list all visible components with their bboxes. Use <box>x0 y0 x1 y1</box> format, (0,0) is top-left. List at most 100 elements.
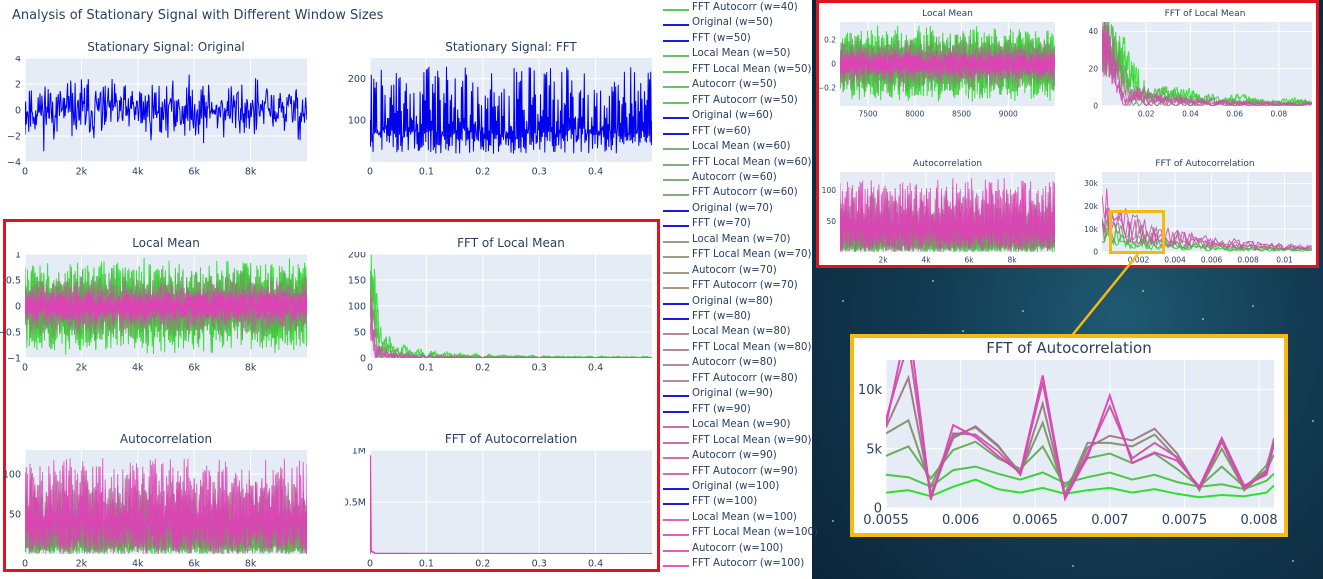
legend-item[interactable]: Original (w=90) <box>660 388 812 403</box>
plot-area <box>886 360 1274 502</box>
plot-area <box>840 25 1055 102</box>
legend-item[interactable]: Local Mean (w=100) <box>660 512 812 527</box>
x-tick-label: 0 <box>22 559 28 570</box>
zoom-connector <box>1069 253 1139 339</box>
x-tick-label: 0.01 <box>1276 256 1293 265</box>
legend-item[interactable]: Original (w=100) <box>660 481 812 496</box>
series-window-50 <box>886 465 1274 491</box>
legend-swatch <box>663 163 689 166</box>
legend-item[interactable]: FFT Local Mean (w=70) <box>660 249 812 264</box>
legend-item[interactable]: Local Mean (w=60) <box>660 141 812 156</box>
subplot-title-original: Stationary Signal: Original <box>87 40 245 54</box>
legend-item[interactable]: Local Mean (w=50) <box>660 48 812 63</box>
y-tick-label: −0.2 <box>818 84 836 93</box>
y-tick-label: 0 <box>15 105 21 116</box>
x-tick-label: 2k <box>878 256 888 265</box>
plot-area <box>370 254 652 358</box>
x-tick-label: 2k <box>76 363 88 374</box>
chart-local-mean: 0 2k 4k 6k 8k −1 −0.5 0 0.5 1 <box>0 252 307 374</box>
legend-label: Autocorr (w=70) <box>692 264 777 276</box>
subplot-title-autocorrelation: Autocorrelation <box>119 432 213 446</box>
legend-item[interactable]: FFT Local Mean (w=100) <box>660 527 818 542</box>
chart-autocorrelation: 0 2k 4k 6k 8k 50 100 <box>3 450 307 570</box>
legend-label: Local Mean (w=50) <box>692 48 791 60</box>
x-tick-label: 0.3 <box>532 363 547 374</box>
legend-label: Autocorr (w=80) <box>692 357 777 369</box>
legend-item[interactable]: FFT (w=50) <box>660 33 812 48</box>
chart-original: 0 2k 4k 6k 8k −4 −2 0 2 4 <box>7 56 307 178</box>
legend-swatch <box>663 271 689 274</box>
legend-item[interactable]: Autocorr (w=100) <box>660 543 812 558</box>
legend-item[interactable]: FFT Local Mean (w=60) <box>660 157 812 172</box>
legend-item[interactable]: Local Mean (w=70) <box>660 234 812 249</box>
y-tick-label: 50 <box>354 327 366 338</box>
legend-item[interactable]: FFT Local Mean (w=50) <box>660 64 812 79</box>
legend-item[interactable]: FFT Autocorr (w=100) <box>660 558 812 573</box>
legend-label: FFT Local Mean (w=60) <box>692 156 812 168</box>
legend-label: FFT (w=90) <box>692 403 751 415</box>
x-tick-label: 0.008 <box>1237 256 1259 265</box>
legend-item[interactable]: Original (w=50) <box>660 17 812 32</box>
legend-item[interactable]: Autocorr (w=60) <box>660 172 812 187</box>
y-tick-label: 150 <box>348 275 366 286</box>
legend-swatch <box>663 348 689 351</box>
y-tick-label: 2 <box>15 79 21 90</box>
legend-item[interactable]: FFT Local Mean (w=80) <box>660 342 812 357</box>
x-tick-label: 0 <box>367 559 373 569</box>
legend-item[interactable]: Autocorr (w=50) <box>660 79 812 94</box>
series-autocorrelation <box>840 178 1055 252</box>
legend-item[interactable]: FFT (w=90) <box>660 404 812 419</box>
x-tick-label: 0.1 <box>419 363 434 374</box>
legend-item[interactable]: FFT (w=80) <box>660 311 812 326</box>
zoom-chart-local-mean: 7500 8000 8500 9000 −0.2 0 0.2 <box>818 22 1055 119</box>
legend-label: FFT Autocorr (w=70) <box>692 280 798 292</box>
legend-swatch <box>663 225 689 228</box>
y-tick-label: 0.5 <box>6 275 21 286</box>
legend-swatch <box>663 534 689 537</box>
legend-item[interactable]: Original (w=70) <box>660 203 812 218</box>
x-tick-label: 4k <box>132 363 144 374</box>
legend-label: FFT (w=50) <box>692 32 751 44</box>
legend-label: Local Mean (w=80) <box>692 326 791 338</box>
chart-fft-autocorrelation: 0 0.1 0.2 0.3 0.4 0.5M 1M <box>345 448 652 569</box>
x-tick-label: 4k <box>132 559 144 570</box>
legend-label: Local Mean (w=70) <box>692 233 791 245</box>
zoom-title-fft-local-mean: FFT of Local Mean <box>1164 9 1246 19</box>
legend-item[interactable]: Autocorr (w=80) <box>660 357 812 372</box>
legend-swatch <box>663 24 689 27</box>
legend-item[interactable]: FFT (w=70) <box>660 218 812 233</box>
legend-item[interactable]: FFT (w=100) <box>660 496 812 511</box>
legend-item[interactable]: Original (w=80) <box>660 296 812 311</box>
legend-item[interactable]: FFT Autocorr (w=90) <box>660 466 812 481</box>
series-original <box>25 74 307 152</box>
legend-swatch <box>663 395 689 398</box>
legend-item[interactable]: Autocorr (w=70) <box>660 265 812 280</box>
legend-item[interactable]: Original (w=60) <box>660 110 812 125</box>
legend-item[interactable]: Autocorr (w=90) <box>660 450 812 465</box>
x-tick-label: 0.0075 <box>1162 513 1208 528</box>
x-tick-label: 6k <box>188 559 200 570</box>
legend-item[interactable]: FFT Autocorr (w=40) <box>660 2 812 17</box>
legend-item[interactable]: FFT Autocorr (w=80) <box>660 373 812 388</box>
x-tick-label: 0.008 <box>1240 513 1277 528</box>
legend-label: Original (w=70) <box>692 202 773 214</box>
legend-item[interactable]: Local Mean (w=80) <box>660 326 812 341</box>
detail-title: FFT of Autocorrelation <box>986 339 1152 357</box>
detail-chart-fft-autocorrelation: 0.0055 0.006 0.0065 0.007 0.0075 0.008 0 5k 10k <box>858 360 1278 528</box>
legend-item[interactable]: FFT Local Mean (w=90) <box>660 435 812 450</box>
legend-item[interactable]: FFT Autocorr (w=50) <box>660 95 812 110</box>
legend-label: Autocorr (w=50) <box>692 79 777 91</box>
zoom-title-autocorrelation: Autocorrelation <box>912 159 983 169</box>
legend-item[interactable]: FFT Autocorr (w=60) <box>660 187 812 202</box>
legend-item[interactable]: FFT Autocorr (w=70) <box>660 280 812 295</box>
legend-label: FFT Local Mean (w=70) <box>692 249 812 261</box>
x-tick-label: 6k <box>188 363 200 374</box>
legend-swatch <box>663 302 689 305</box>
series-fft <box>370 66 652 154</box>
y-tick-label: 50 <box>826 217 836 226</box>
legend-item[interactable]: Local Mean (w=90) <box>660 419 812 434</box>
legend-swatch <box>663 565 689 568</box>
x-tick-label: 0.006 <box>942 513 979 528</box>
legend-swatch <box>663 426 689 429</box>
legend-item[interactable]: FFT (w=60) <box>660 126 812 141</box>
